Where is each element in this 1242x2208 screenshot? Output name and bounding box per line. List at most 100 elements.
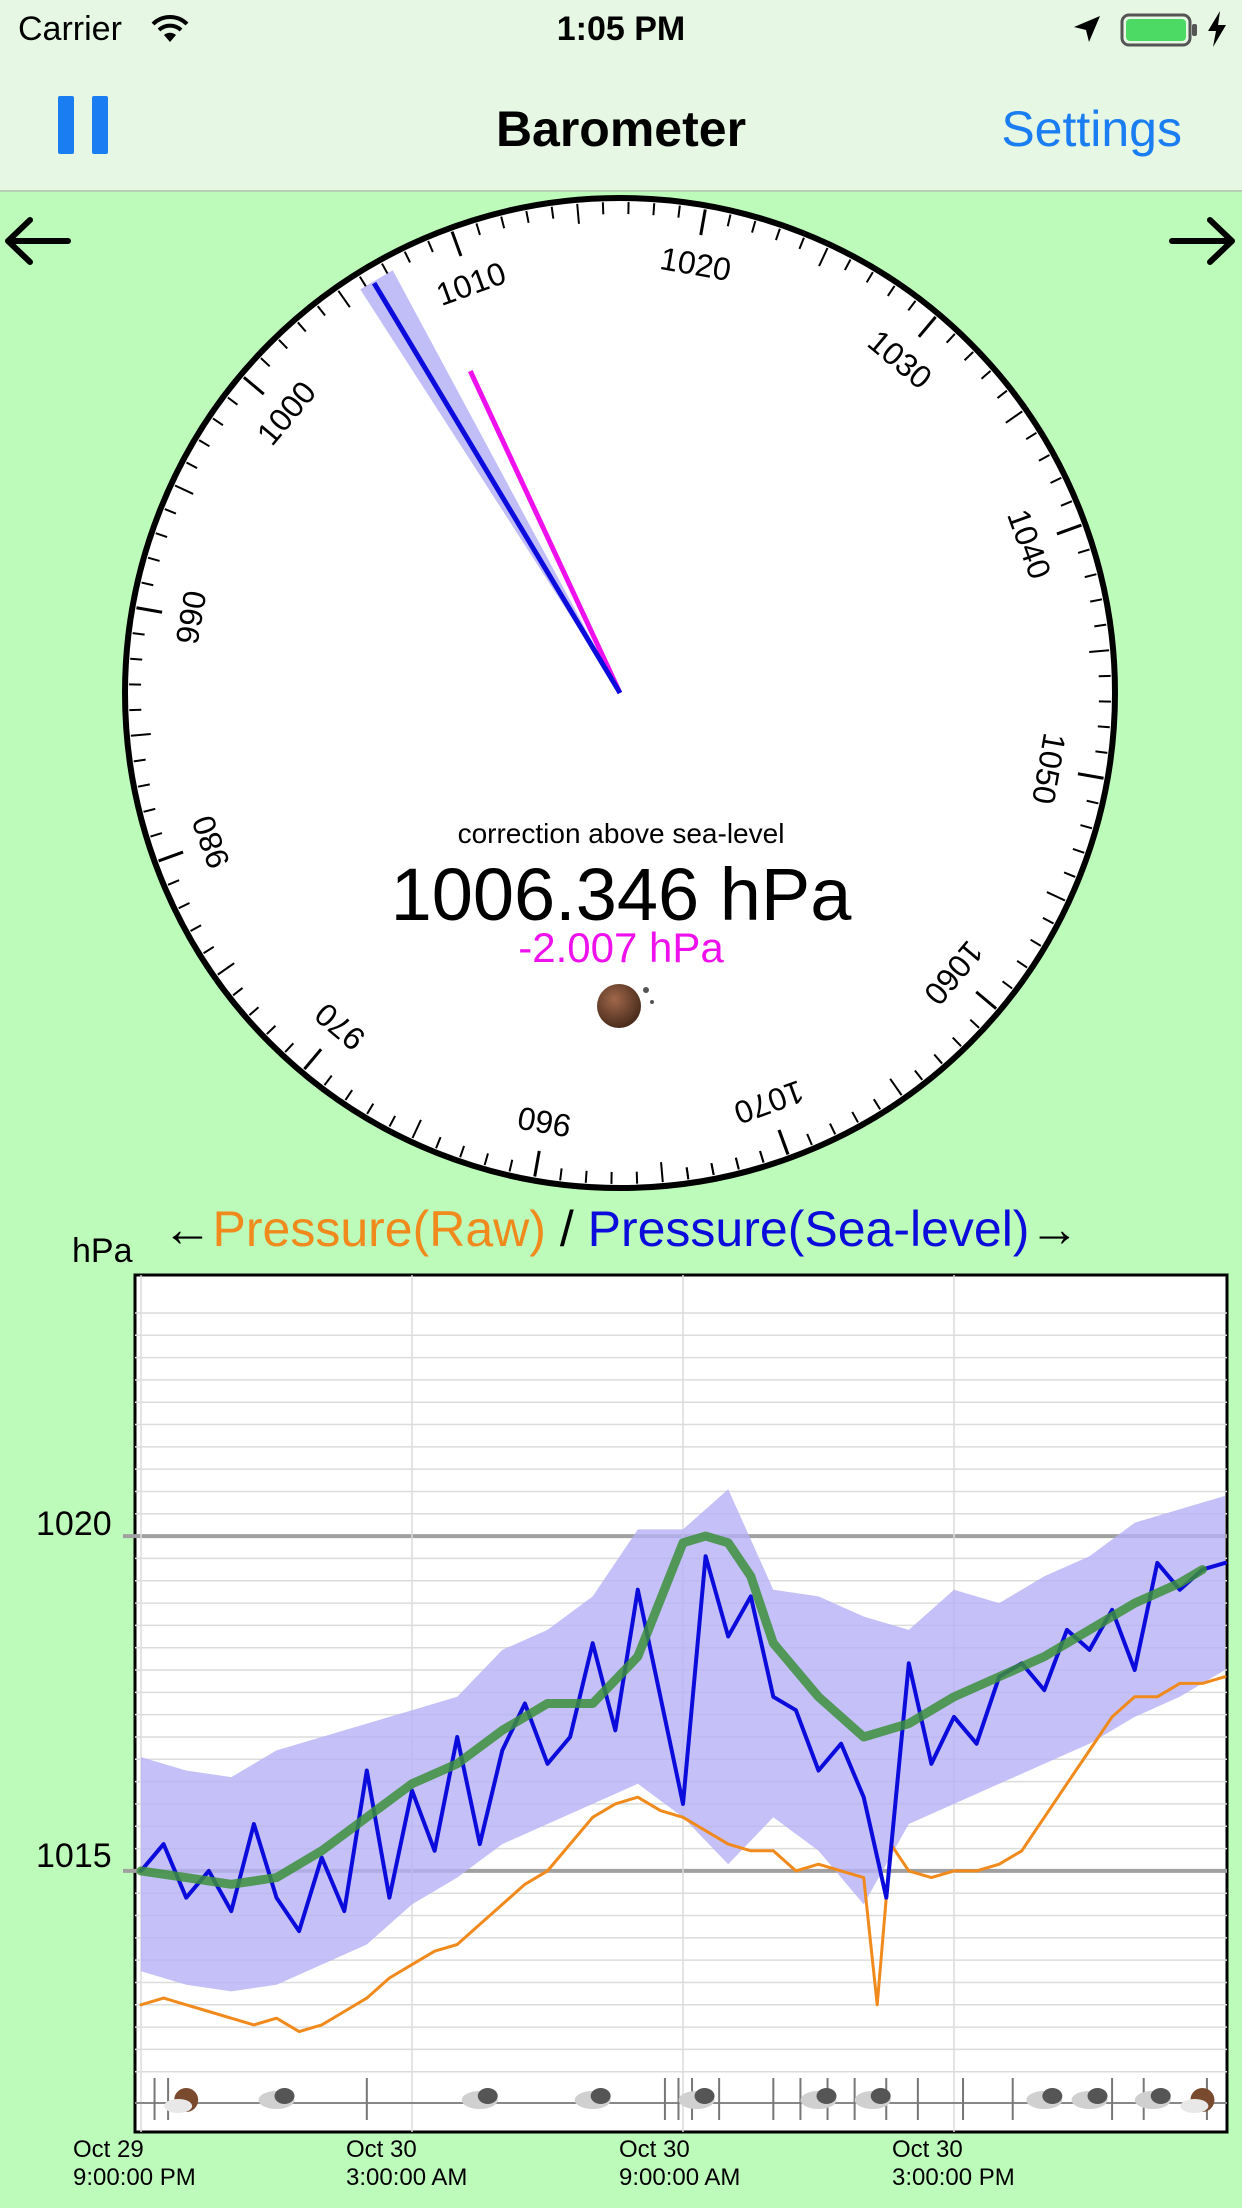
gauge-tick — [174, 484, 194, 495]
gauge-tick — [232, 987, 244, 997]
carrier-label: Carrier — [18, 10, 122, 48]
gauge-tick — [411, 1119, 422, 1139]
gauge-tick — [865, 271, 874, 283]
y-axis-unit: hPa — [72, 1232, 133, 1270]
gauge-tick — [450, 231, 463, 257]
gauge-tick — [533, 1150, 541, 1177]
gauge-tick — [150, 832, 163, 838]
gauge-tick — [889, 1078, 903, 1096]
settings-button[interactable]: Settings — [1001, 101, 1182, 157]
gauge-tick — [178, 902, 190, 910]
trend-line — [136, 1531, 1207, 1889]
chart-next-arrow[interactable]: → — [1029, 1201, 1080, 1257]
next-page-button[interactable] — [1168, 212, 1238, 276]
gauge-tick — [1090, 598, 1103, 603]
gauge-tick — [1030, 938, 1042, 947]
cloud-icon — [800, 2088, 837, 2109]
gauge-tick — [316, 305, 326, 317]
pause-icon — [92, 96, 108, 154]
arrow-right-icon — [1169, 217, 1235, 265]
wifi-icon — [151, 14, 189, 42]
gauge-tick — [323, 1074, 333, 1086]
cloud-icon — [461, 2088, 498, 2109]
gauge-tick — [699, 209, 707, 236]
gauge-tick — [829, 1123, 837, 1135]
gauge-tick — [1056, 523, 1082, 536]
gauge-tick — [843, 259, 852, 271]
nav-bar: Barometer Settings — [0, 60, 1242, 192]
arrow-left-icon — [5, 217, 71, 265]
correction-caption: correction above sea-level — [457, 818, 785, 849]
gauge-tick — [212, 417, 224, 426]
gauge-tick — [186, 461, 198, 470]
gauge-tick — [975, 990, 998, 1010]
chart-title[interactable]: ←Pressure(Raw) / Pressure(Sea-level)→ — [0, 1200, 1242, 1258]
pause-icon — [58, 96, 74, 154]
gauge-tick — [427, 240, 434, 253]
gauge-tick — [759, 1150, 765, 1163]
charging-icon — [1208, 11, 1226, 47]
gauge-tick — [660, 1162, 664, 1183]
variance-band — [141, 1489, 1225, 1992]
gauge-tick — [677, 205, 681, 218]
gauge-tick — [133, 758, 146, 763]
gauge-tick — [851, 1111, 859, 1123]
raw-series-label: Pressure(Raw) — [212, 1201, 546, 1257]
sea-level-series-label: Pressure(Sea-level) — [587, 1201, 1030, 1257]
gauge-tick — [1042, 916, 1054, 925]
gauge-tick — [227, 396, 239, 406]
x-tick-label: Oct 30 3:00:00 AM — [346, 2136, 468, 2191]
gauge-tick — [1016, 960, 1028, 969]
location-arrow-icon — [1074, 16, 1100, 42]
y-tick-label: 1020 — [36, 1505, 112, 1543]
gauge-tick — [483, 1153, 489, 1166]
gauge-tick — [1089, 649, 1110, 653]
gauge-tick — [777, 1129, 790, 1155]
cloud-icon — [574, 2088, 611, 2109]
gauge-tick — [403, 251, 411, 263]
cloud-icon — [1071, 2088, 1108, 2109]
cloud-icon — [258, 2088, 295, 2109]
sea-level-needle — [371, 281, 623, 695]
raw-needle — [468, 370, 623, 695]
gauge-tick — [217, 962, 235, 976]
chart-prev-arrow[interactable]: ← — [162, 1201, 213, 1257]
gauge-tick — [266, 1025, 277, 1035]
sun-moon-icon — [1180, 2088, 1215, 2113]
gauge-tick — [130, 657, 143, 661]
weather-moon-icon — [597, 984, 654, 1028]
battery-icon — [1120, 13, 1197, 47]
sea-level-pressure-line — [139, 1554, 1227, 1934]
x-tick-label: Oct 29 9:00:00 PM — [73, 2136, 196, 2191]
gauge-tick — [198, 439, 210, 448]
gauge-tick — [1094, 623, 1107, 628]
gauge-tick — [1063, 871, 1076, 878]
raw-pressure-line — [139, 1675, 1227, 2034]
gauge-tick — [303, 1048, 323, 1071]
gauge-tick — [559, 1168, 563, 1181]
title-separator: / — [545, 1201, 588, 1257]
pressure-reading: 1006.346 hPa — [390, 853, 852, 936]
gauge-tick — [141, 581, 154, 587]
gauge-tick — [872, 1098, 882, 1110]
gauge-ticks — [129, 202, 1111, 1184]
gauge-tick — [508, 1159, 514, 1172]
gauge-tick — [798, 237, 805, 250]
pause-button[interactable] — [58, 96, 108, 154]
gauge-tick — [132, 632, 145, 636]
gauge-tick — [137, 783, 150, 788]
previous-page-button[interactable] — [2, 212, 72, 276]
x-tick-label: Oct 30 9:00:00 AM — [619, 2136, 741, 2191]
gauge-tick — [1077, 548, 1090, 554]
gauge-tick — [147, 556, 160, 562]
gauge-tick — [358, 276, 368, 288]
gauge-tick — [1072, 848, 1085, 854]
gauge-tick — [980, 370, 992, 380]
gauge-tick — [945, 333, 956, 344]
gauge-tick — [969, 1018, 980, 1029]
gauge-tick — [260, 357, 271, 368]
gauge-tick — [818, 247, 829, 267]
gauge-tick — [734, 1157, 740, 1170]
gauge-tick — [1005, 410, 1023, 424]
